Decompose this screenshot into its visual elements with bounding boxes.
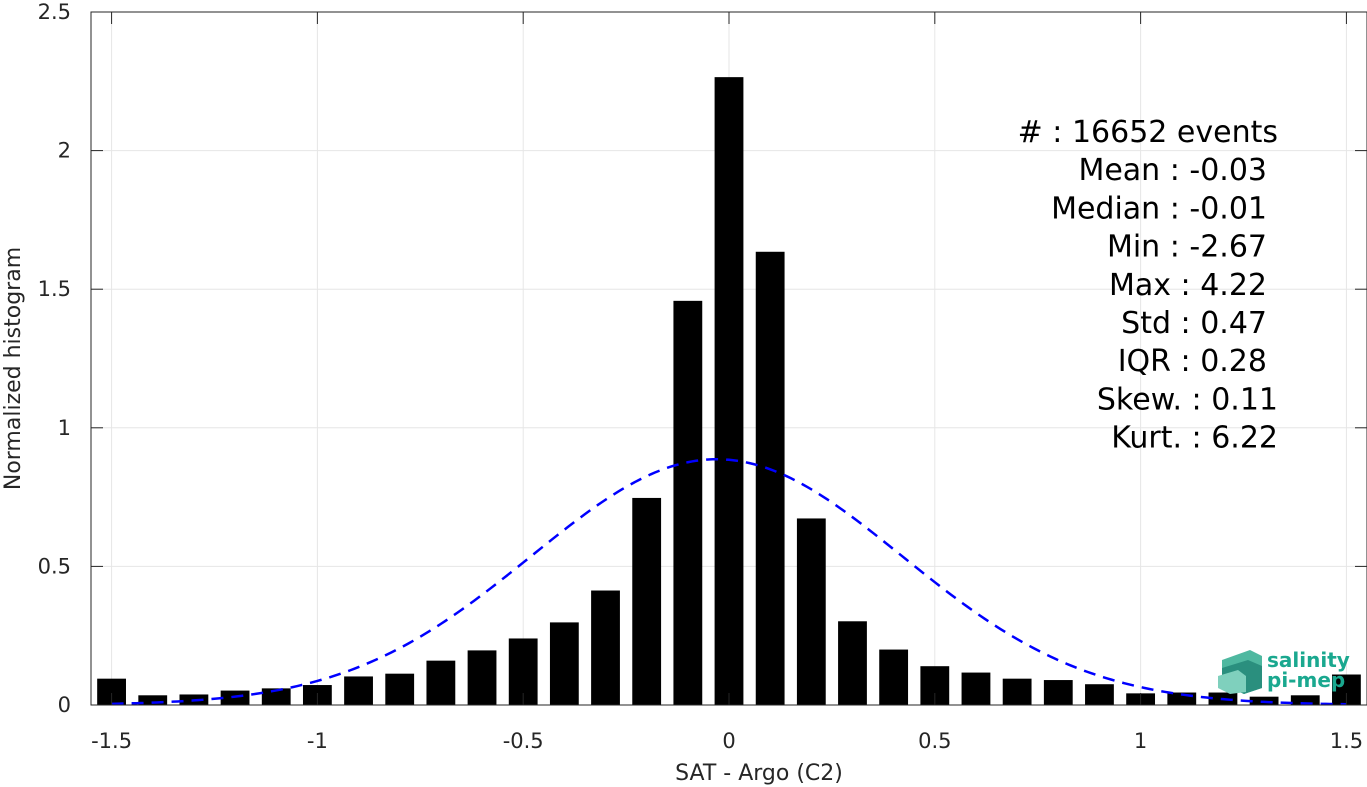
x-tick-labels: -1.5 -1 -0.5 0 0.5 1 1.5 [91,729,1363,753]
histogram-bar [261,688,291,705]
histogram-bar [426,660,456,705]
y-tick-label: 1 [58,416,71,440]
histogram-bar [796,518,826,705]
histogram-bar [755,251,785,705]
y-tick-label: 2.5 [38,0,71,24]
histogram-bar [344,676,373,705]
x-tick-label: 0.5 [918,729,951,753]
histogram-bar [549,622,579,705]
x-axis-label: SAT - Argo (C2) [675,761,843,786]
stats-line: Kurt. : 6.22 [1111,421,1278,456]
logo-mark-icon [1218,650,1262,694]
histogram-bar [1002,678,1032,705]
y-tick-labels: 0 0.5 1 1.5 2 2.5 [38,0,71,717]
histogram-bar [1043,680,1073,705]
stats-line: Max : 4.22 [1109,268,1267,303]
histogram-bar [1290,695,1320,705]
x-tick-label: 1.5 [1330,729,1363,753]
x-tick-label: 0 [722,729,735,753]
histogram-bar [591,590,620,705]
histogram-bar [673,300,703,705]
histogram-bar [1085,684,1114,705]
axis-ticks [91,11,1367,706]
stats-line: # : 16652 events [1018,115,1278,150]
x-tick-label: -1.5 [91,729,132,753]
y-tick-label: 1.5 [38,277,71,301]
y-tick-label: 2 [58,139,71,163]
stats-line: Min : -2.67 [1107,230,1267,265]
x-tick-label: -1 [307,729,328,753]
stats-line: Median : -0.01 [1051,191,1267,226]
y-tick-label: 0 [58,693,71,717]
histogram-bar [714,77,744,706]
histogram-bar [138,695,168,705]
logo-text-salinity: salinity [1267,648,1350,672]
histogram-bar [961,672,991,705]
salinity-pi-mep-logo: salinity pi-mep [1218,648,1350,694]
histogram-bar [385,673,415,705]
histogram-bar [467,650,497,705]
x-tick-label: 1 [1134,729,1147,753]
stats-line: Std : 0.47 [1121,306,1267,341]
y-axis-label: Normalized histogram [1,247,26,490]
x-tick-label: -0.5 [503,729,544,753]
stats-line: Skew. : 0.11 [1097,382,1278,417]
histogram-bar [838,621,867,705]
y-tick-label: 0.5 [38,554,71,578]
histogram-bars [97,77,1361,706]
histogram-bar [632,497,662,705]
logo-text-pi-mep: pi-mep [1267,668,1345,692]
histogram-bar [879,649,909,705]
stats-line: IQR : 0.28 [1118,344,1267,379]
normal-fit-curve [111,457,1347,706]
stats-line: Mean : -0.03 [1078,153,1267,188]
